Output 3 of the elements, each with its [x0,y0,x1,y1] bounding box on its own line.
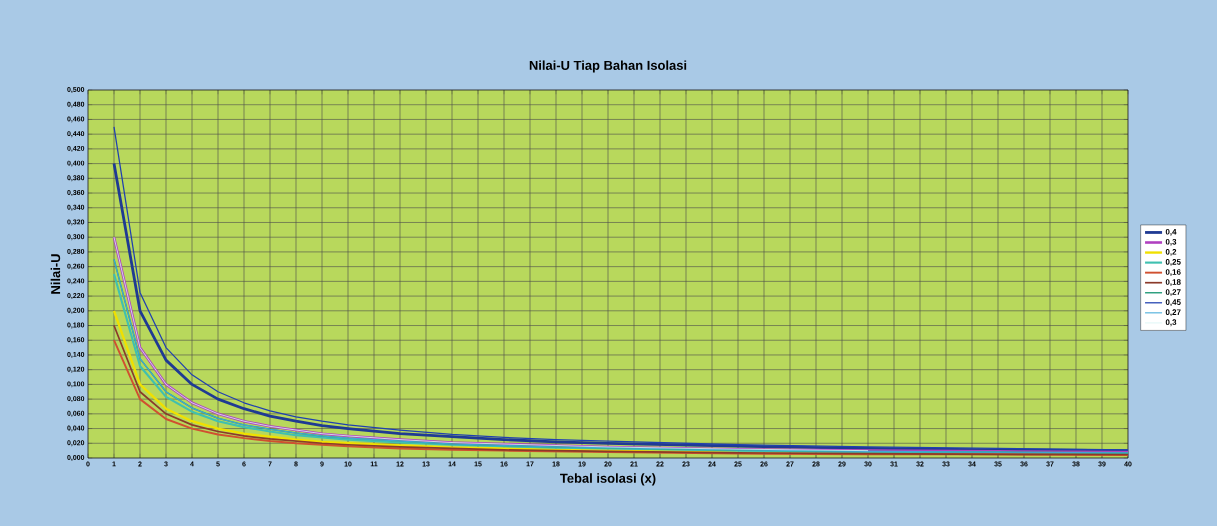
x-axis-title: Tebal isolasi (x) [560,473,656,486]
y-axis-title: Nilai-U [50,254,61,294]
chart-title: Nilai-U Tiap Bahan Isolasi [529,60,687,73]
